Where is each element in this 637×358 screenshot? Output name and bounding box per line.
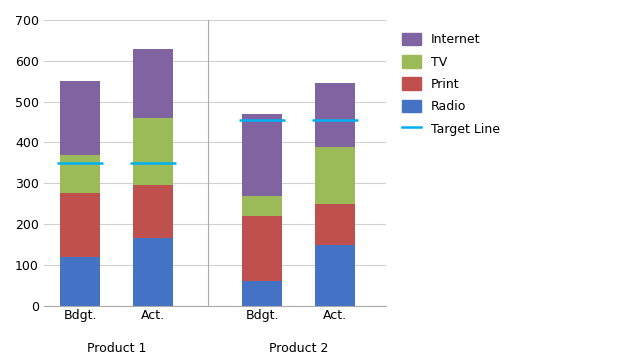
Bar — [61, 257, 100, 306]
Bar — [315, 204, 355, 245]
Bar — [315, 146, 355, 204]
Bar — [242, 216, 282, 281]
Bar — [242, 195, 282, 216]
Bar — [133, 49, 173, 118]
Bar — [61, 81, 100, 155]
Bar — [242, 114, 282, 195]
Bar — [133, 118, 173, 185]
Text: Product 2: Product 2 — [269, 342, 328, 355]
Bar — [315, 83, 355, 146]
Text: Product 1: Product 1 — [87, 342, 147, 355]
Bar — [315, 245, 355, 306]
Bar — [133, 238, 173, 306]
Legend: Internet, TV, Print, Radio, Target Line: Internet, TV, Print, Radio, Target Line — [396, 26, 506, 142]
Bar — [61, 193, 100, 257]
Bar — [61, 155, 100, 193]
Bar — [242, 281, 282, 306]
Bar — [133, 185, 173, 238]
